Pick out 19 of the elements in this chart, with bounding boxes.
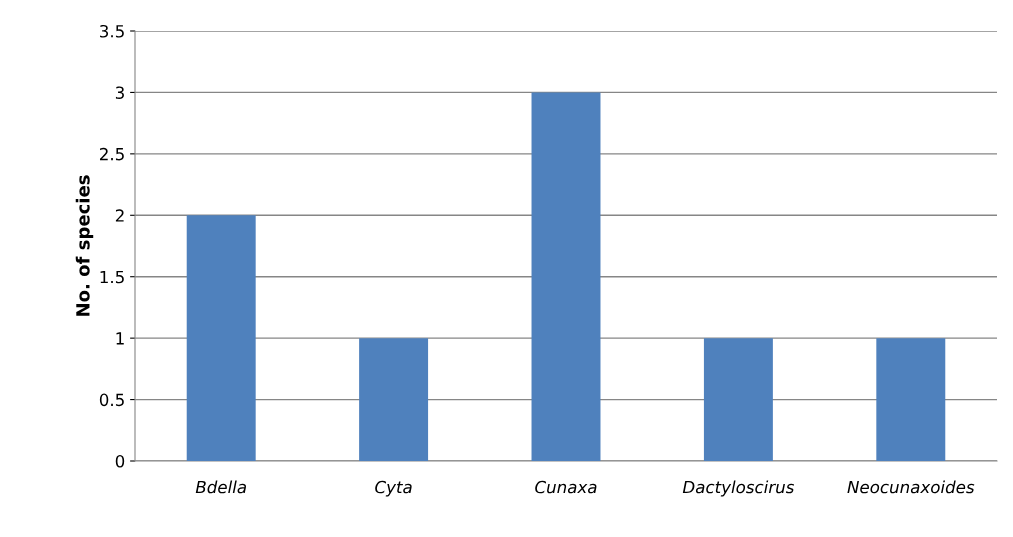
y-tick-label: 2.5 (99, 147, 124, 161)
x-tick-label: Bdella (195, 480, 246, 494)
x-tick-label: Neocunaxoides (847, 480, 975, 494)
y-axis-title: No. of species (75, 175, 94, 316)
x-tick-label: Dactyloscirus (682, 480, 795, 497)
y-tick-label: 1.5 (100, 270, 124, 284)
x-tick-label: Cunaxa (535, 480, 597, 494)
y-tick-label: 1 (116, 332, 124, 345)
bar (531, 92, 601, 461)
x-tick-label: Cyta (375, 480, 412, 497)
y-tick-label: 0 (115, 454, 125, 468)
y-tick-label: 0.5 (99, 393, 124, 407)
bar (703, 338, 773, 461)
y-tick-label: 3.5 (100, 24, 124, 38)
y-tick-label: 3 (115, 86, 124, 99)
bar (359, 338, 429, 461)
y-tick-label: 2 (115, 209, 124, 222)
bar (876, 338, 946, 461)
bar (186, 215, 256, 461)
